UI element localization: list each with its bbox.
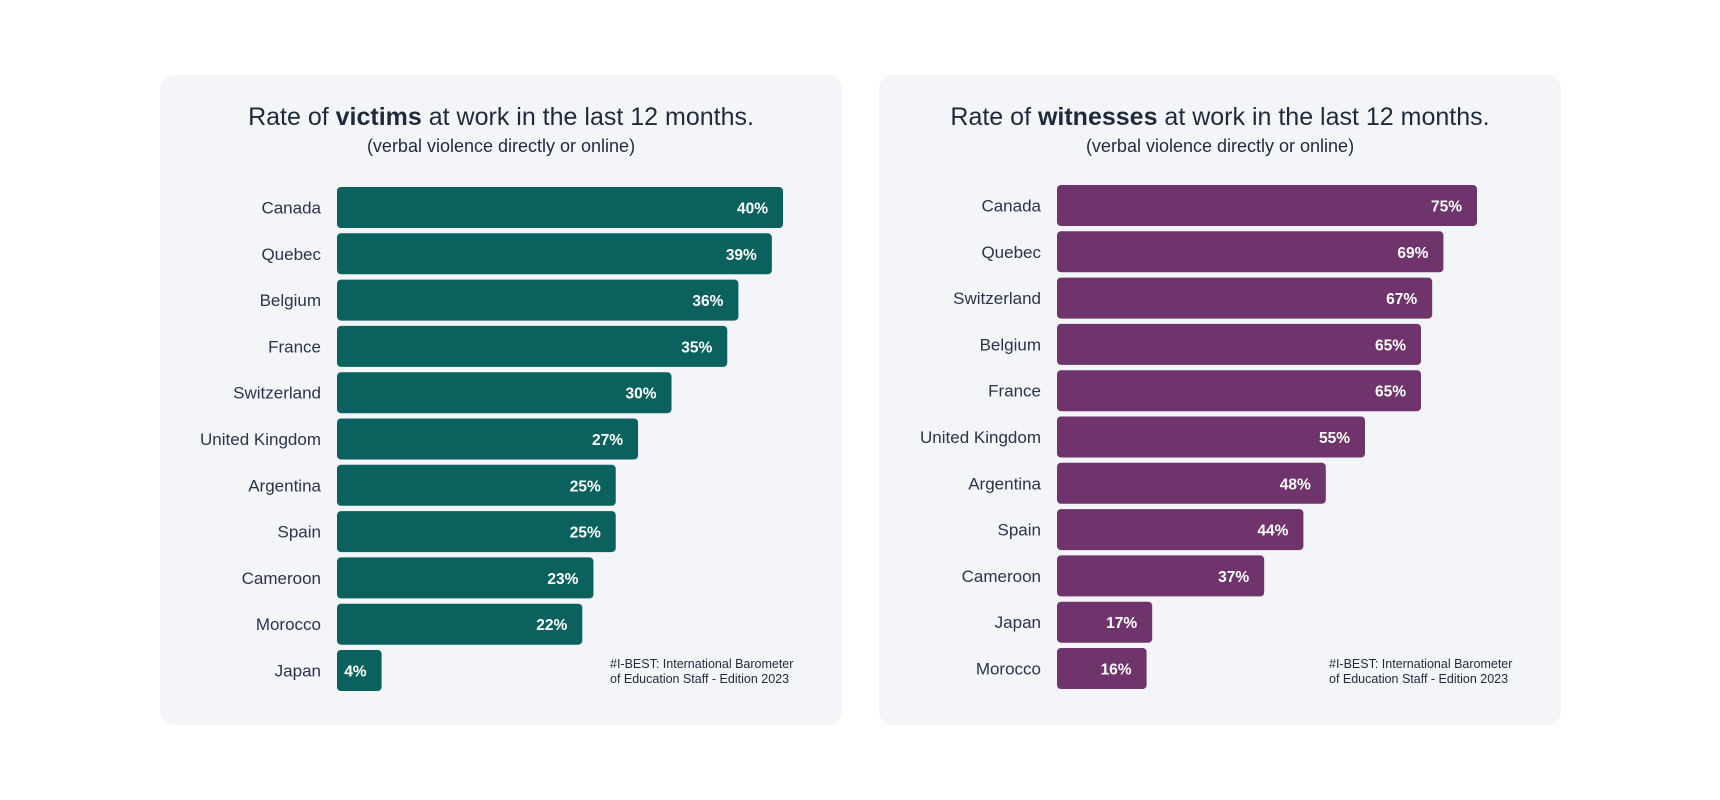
category-label: Spain [278,523,321,542]
category-label: France [268,337,321,356]
bar [337,418,639,460]
category-label: Cameroon [962,567,1041,586]
chart-title: Rate of witnesses at work in the last 12… [879,103,1561,132]
category-label: Spain [998,521,1041,540]
bar [337,603,583,645]
bar [1057,462,1326,504]
title-suffix: at work in the last 12 months. [421,103,754,131]
category-label: Canada [981,197,1041,216]
value-label: 23% [547,571,578,588]
bar [1057,185,1477,226]
category-label: Argentina [968,474,1041,493]
bar [1057,370,1421,412]
value-label: 35% [681,339,712,356]
bar [1057,323,1421,365]
category-label: Cameroon [242,569,321,588]
value-label: 65% [1375,337,1406,354]
source-note: #I-BEST: International Barometer of Educa… [610,657,794,686]
category-label: Belgium [980,335,1041,354]
category-label: Japan [275,662,321,681]
bar [1057,231,1444,273]
bar [337,650,382,691]
value-label: 67% [1386,291,1417,308]
bar [337,464,616,506]
value-label: 40% [737,201,768,218]
bar [337,279,739,321]
bar [1057,555,1265,597]
victims-chart-panel: Rate of victims at work in the last 12 m… [160,75,842,725]
value-label: 4% [344,664,367,681]
value-label: 25% [570,525,601,542]
category-label: Morocco [976,660,1041,679]
witnesses-chart-panel: Rate of witnesses at work in the last 12… [879,75,1561,725]
bar [337,187,783,228]
bar [1057,416,1365,458]
bar [337,372,672,414]
category-label: Belgium [260,291,321,310]
category-label: Canada [261,199,321,218]
category-label: Morocco [256,615,321,634]
title-bold: victims [335,103,422,131]
value-label: 65% [1375,384,1406,401]
bar [337,557,594,599]
bar [1057,277,1433,319]
bar [1057,648,1147,689]
title-prefix: Rate of [950,103,1038,131]
title-prefix: Rate of [248,103,336,131]
category-label: Switzerland [233,384,321,403]
bar [337,511,616,553]
value-label: 36% [692,293,723,310]
witnesses-bar-chart: Canada 75% Quebec 69% Switzerland 67% Belgium 6… [920,185,1477,689]
value-label: 69% [1397,245,1428,262]
source-note: #I-BEST: International Barometer of Educa… [1329,657,1513,686]
victims-bar-chart: Canada 40% Quebec 39% Belgium 36% France 35% Swi… [200,187,783,691]
title-suffix: at work in the last 12 months. [1157,103,1490,131]
value-label: 17% [1106,615,1137,632]
category-label: Quebec [261,245,321,264]
title-bold: witnesses [1037,103,1158,131]
value-label: 39% [726,247,757,264]
value-label: 27% [592,432,623,449]
value-label: 37% [1218,569,1249,586]
bar [1057,509,1304,551]
value-label: 16% [1101,662,1132,679]
bar [1057,601,1153,643]
chart-subtitle: (verbal violence directly or online) [366,136,636,156]
category-label: United Kingdom [200,430,321,449]
value-label: 75% [1431,199,1462,216]
category-label: Quebec [981,243,1041,262]
category-label: United Kingdom [920,428,1041,447]
bar [337,233,772,275]
value-label: 30% [625,386,656,403]
category-label: Switzerland [953,289,1041,308]
category-label: France [988,382,1041,401]
chart-subtitle: (verbal violence directly or online) [1085,136,1355,156]
category-label: Argentina [248,476,321,495]
category-label: Japan [995,613,1041,632]
bar [337,325,728,367]
value-label: 25% [570,478,601,495]
value-label: 55% [1319,430,1350,447]
value-label: 44% [1257,523,1288,540]
value-label: 22% [536,617,567,634]
chart-title: Rate of victims at work in the last 12 m… [160,103,842,132]
value-label: 48% [1280,476,1311,493]
